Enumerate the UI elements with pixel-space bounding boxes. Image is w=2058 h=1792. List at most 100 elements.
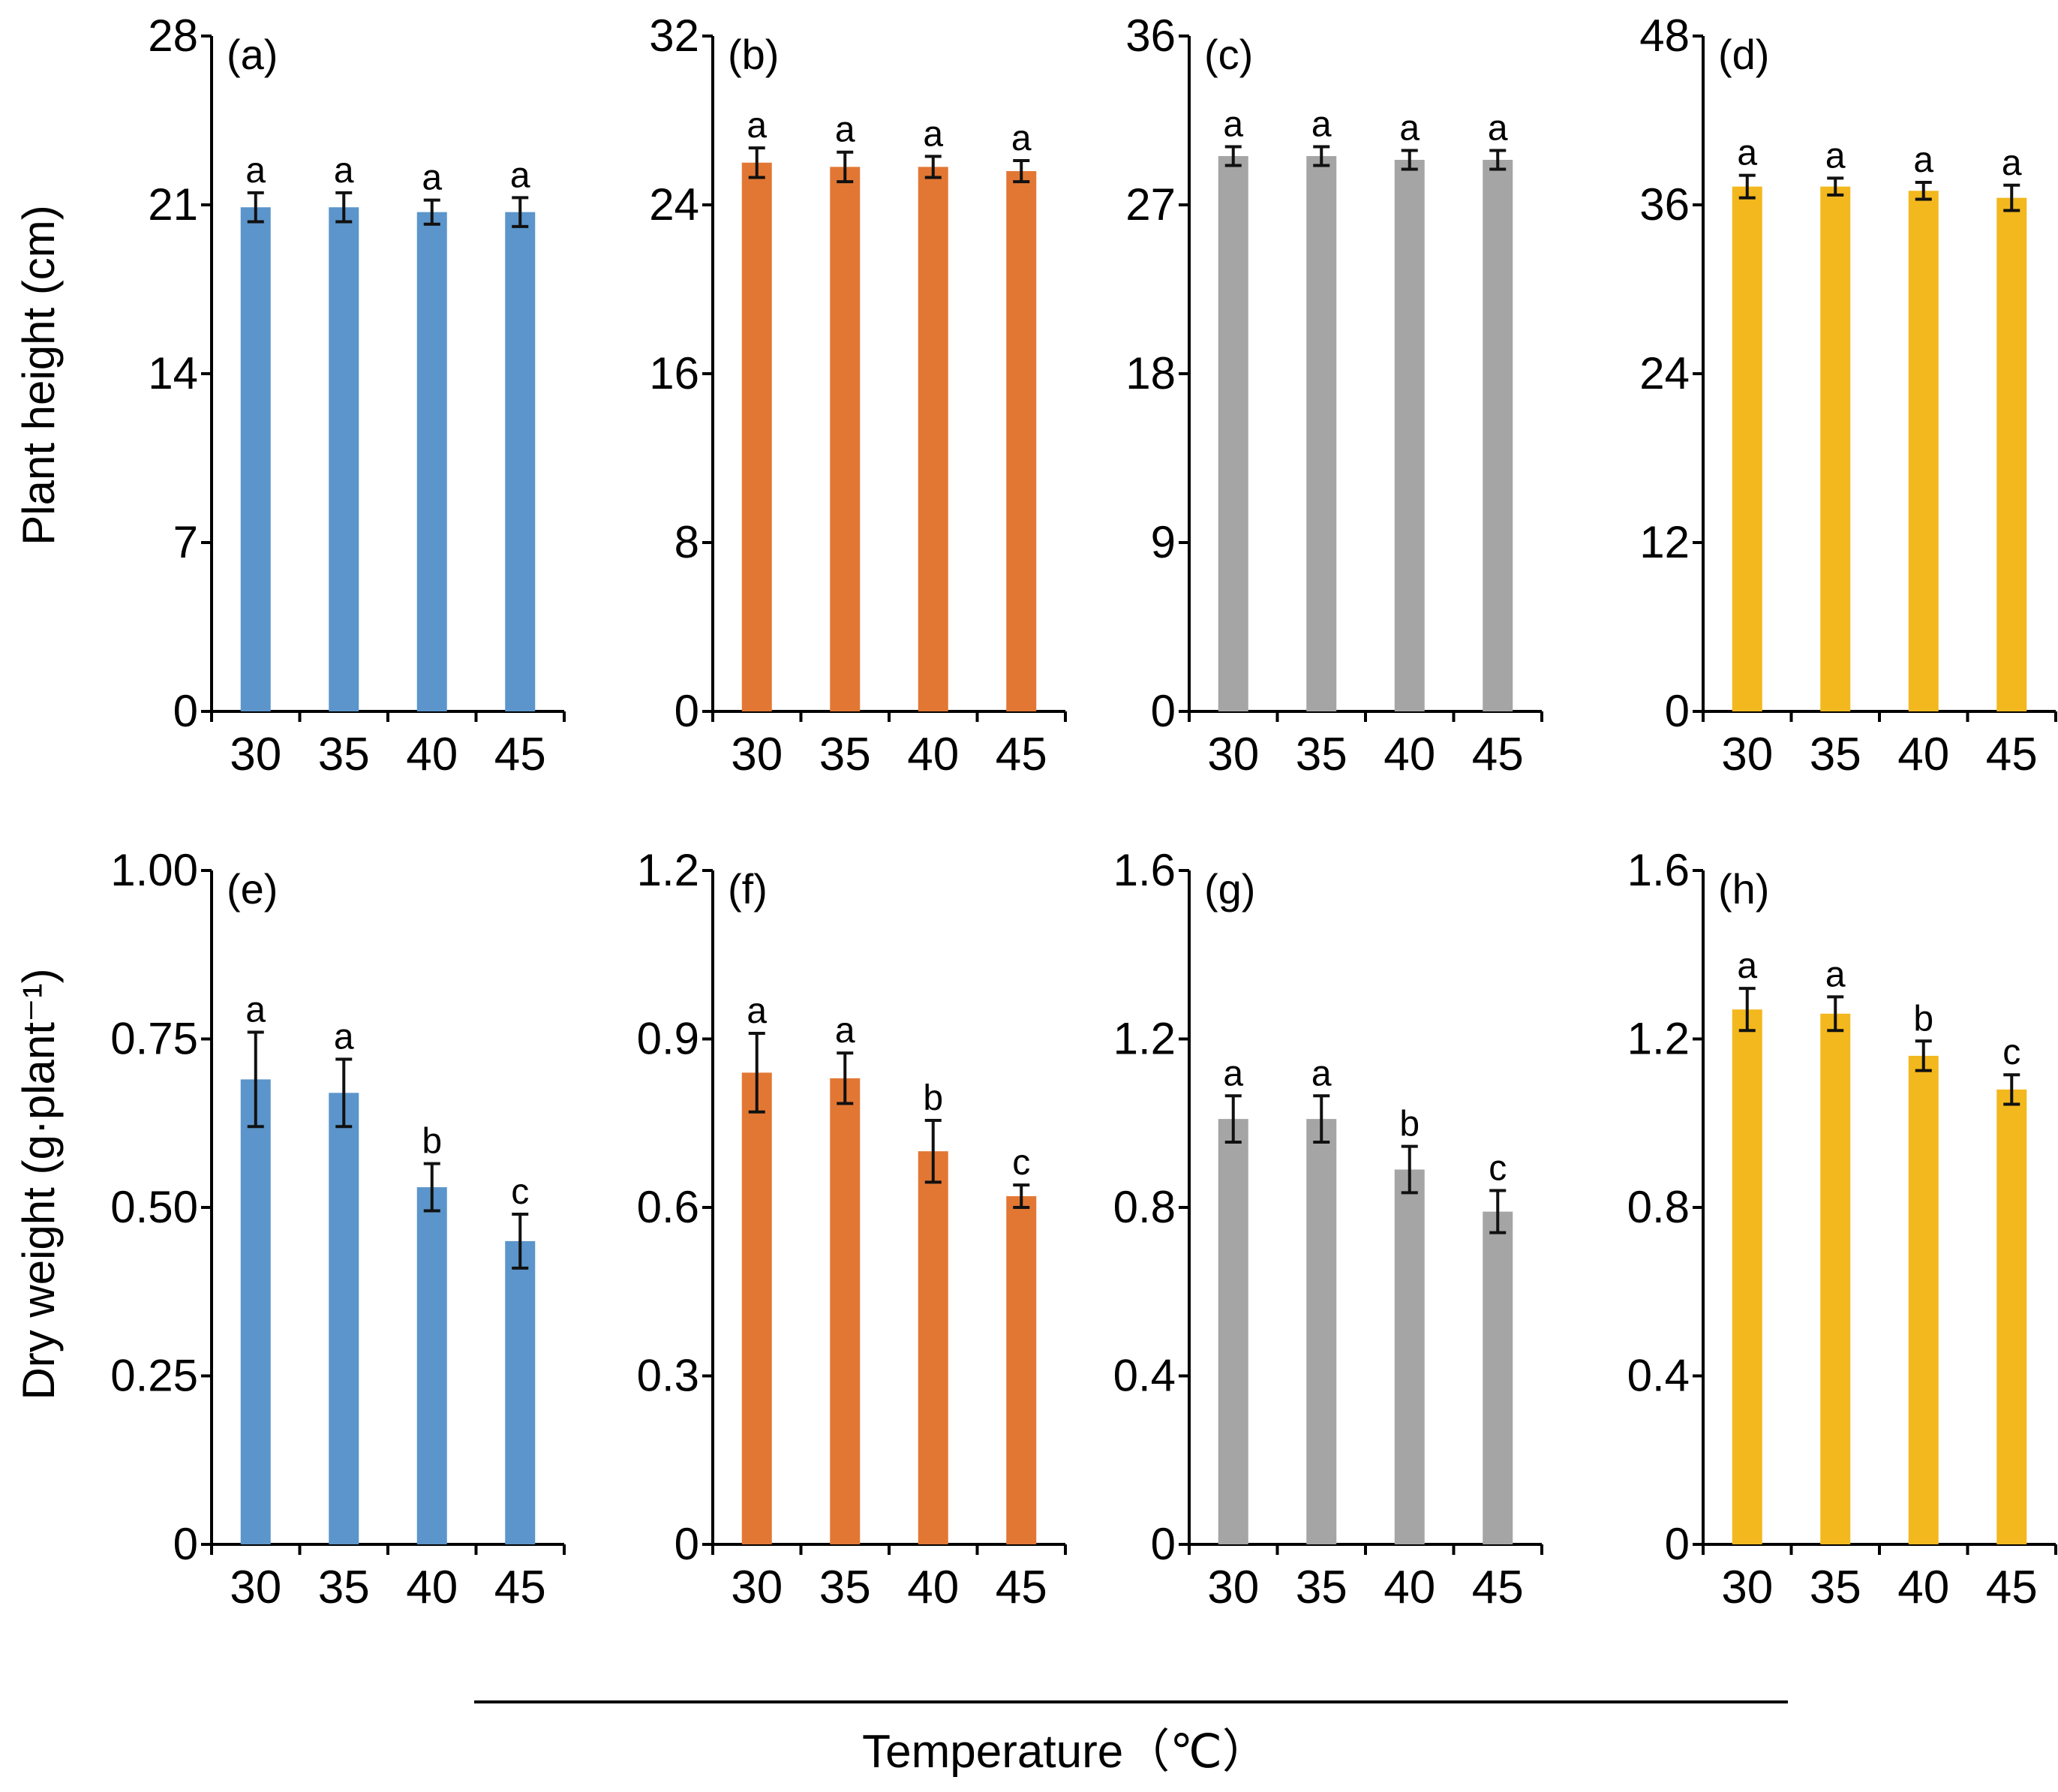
panel-d-significance-label: a	[1825, 136, 1846, 176]
panel-e-y-tick-label: 0	[173, 1519, 198, 1569]
panel-g-bar	[1306, 1119, 1337, 1544]
panel-d-bar	[1996, 197, 2027, 711]
panel-g-significance-label: b	[1399, 1105, 1420, 1144]
panel-e-x-tick-label: 45	[494, 1562, 546, 1613]
panel-c-significance-label: a	[1223, 105, 1243, 145]
panel-d-y-tick-label: 36	[1639, 179, 1690, 230]
panel-f-y-tick-label: 0.9	[637, 1014, 699, 1064]
panel-h-x-tick-label: 40	[1897, 1562, 1949, 1613]
panel-h: 0 0.4 0.8 1.2 1.6 30 35 40 45 a a b c (h)	[1627, 845, 2057, 1613]
panel-f-x-tick-label: 45	[996, 1562, 1047, 1613]
panel-g-bar	[1218, 1119, 1248, 1544]
panel-b-bar	[918, 167, 948, 711]
panel-h-y-tick-label: 0	[1665, 1519, 1690, 1569]
panel-d-x-tick-label: 45	[1986, 729, 2038, 780]
panel-a-x-tick-label: 45	[494, 729, 546, 780]
panel-c-x-tick-label: 45	[1472, 729, 1524, 780]
panel-c-y-tick-label: 18	[1125, 348, 1176, 398]
panel-h-bar	[1732, 1009, 1762, 1544]
panel-a-significance-label: a	[422, 158, 442, 198]
panel-a-y-tick-label: 28	[148, 11, 198, 61]
panel-a-bar	[329, 207, 359, 711]
panel-h-bar	[1820, 1013, 1851, 1544]
panel-b-significance-label: a	[747, 106, 767, 146]
panel-g-significance-label: a	[1223, 1054, 1243, 1093]
panel-c-bar	[1483, 160, 1513, 711]
panel-h-significance-label: a	[1825, 955, 1846, 994]
panel-d-significance-label: a	[2002, 143, 2022, 183]
panel-g-x-tick-label: 45	[1472, 1562, 1524, 1613]
panel-b-bar	[741, 162, 772, 711]
panel-e-significance-label: b	[422, 1122, 442, 1162]
panel-d-y-tick-label: 0	[1665, 686, 1690, 736]
panel-d-x-tick-label: 40	[1897, 729, 1949, 780]
panel-e-y-tick-label: 1.00	[110, 845, 198, 895]
panel-e: 0 0.25 0.50 0.75 1.00 30 35 40 45 a a b c (e)	[110, 845, 566, 1613]
panel-a-y-tick-label: 14	[148, 348, 198, 398]
panel-a: 0 7 14 21 28 30 35 40 45 a a a a (a)	[148, 11, 566, 780]
panel-d-bar	[1732, 186, 1762, 711]
panel-e-x-tick-label: 35	[318, 1562, 370, 1613]
panel-h-label: (h)	[1718, 865, 1769, 913]
panel-h-y-tick-label: 0.8	[1627, 1182, 1690, 1232]
panel-d-label: (d)	[1718, 31, 1769, 78]
panel-c-y-tick-label: 27	[1125, 179, 1176, 230]
panel-b-x-tick-label: 45	[996, 729, 1047, 780]
panel-e-bar	[329, 1093, 359, 1544]
panel-e-label: (e)	[227, 865, 278, 913]
panel-g-y-tick-label: 0.8	[1113, 1182, 1176, 1232]
panel-d-significance-label: a	[1913, 140, 1933, 180]
panel-h-significance-label: a	[1737, 946, 1757, 986]
panel-f-bar	[830, 1078, 861, 1544]
panel-f-x-tick-label: 35	[819, 1562, 871, 1613]
panel-d-y-tick-label: 12	[1639, 517, 1690, 567]
panel-c-x-tick-label: 30	[1207, 729, 1259, 780]
panel-a-x-tick-label: 35	[318, 729, 370, 780]
panel-a-bar	[240, 207, 271, 711]
panel-d-y-tick-label: 48	[1639, 11, 1690, 61]
panel-c-y-tick-label: 36	[1125, 11, 1176, 61]
panel-b-x-tick-label: 30	[731, 729, 783, 780]
panel-b: 0 8 16 24 32 30 35 40 45 a a a a (b)	[649, 11, 1067, 780]
panel-e-y-tick-label: 0.75	[110, 1014, 198, 1064]
panel-f-y-tick-label: 0.6	[637, 1182, 699, 1232]
panel-h-significance-label: b	[1913, 999, 1933, 1039]
panel-a-y-tick-label: 0	[173, 686, 198, 736]
panel-c-bar	[1218, 156, 1248, 711]
panel-g-significance-label: c	[1489, 1149, 1507, 1189]
panel-g-x-tick-label: 35	[1296, 1562, 1347, 1613]
panel-h-y-tick-label: 1.6	[1627, 845, 1690, 895]
panel-a-significance-label: a	[334, 151, 354, 191]
panel-b-bar	[1006, 171, 1037, 711]
panel-b-y-tick-label: 0	[674, 686, 699, 736]
panel-e-x-tick-label: 30	[230, 1562, 281, 1613]
panel-f-y-tick-label: 1.2	[637, 845, 699, 895]
panel-h-y-tick-label: 0.4	[1627, 1351, 1690, 1401]
panel-b-significance-label: a	[1011, 119, 1032, 158]
panel-f-significance-label: b	[923, 1078, 943, 1118]
panel-e-bar	[505, 1240, 536, 1544]
panel-f-bar	[1006, 1196, 1037, 1544]
panel-a-bar	[505, 212, 536, 712]
panel-f-significance-label: c	[1012, 1143, 1030, 1183]
panel-g: 0 0.4 0.8 1.2 1.6 30 35 40 45 a a b c (g)	[1113, 845, 1543, 1613]
panel-d-bar	[1908, 191, 1939, 711]
panel-g-y-tick-label: 1.2	[1113, 1014, 1176, 1064]
panel-b-y-tick-label: 32	[649, 11, 699, 61]
panel-f-x-tick-label: 30	[731, 1562, 783, 1613]
panel-h-x-tick-label: 35	[1810, 1562, 1861, 1613]
panel-a-significance-label: a	[245, 151, 266, 191]
panel-g-x-tick-label: 40	[1384, 1562, 1435, 1613]
panel-e-bar	[240, 1079, 271, 1544]
panel-a-y-tick-label: 7	[173, 517, 198, 567]
panel-e-y-tick-label: 0.50	[110, 1182, 198, 1232]
panel-d-x-tick-label: 35	[1810, 729, 1861, 780]
panel-b-significance-label: a	[835, 110, 855, 150]
panel-a-bar	[416, 212, 447, 712]
panel-a-label: (a)	[227, 31, 278, 78]
panel-e-y-tick-label: 0.25	[110, 1351, 198, 1401]
panel-g-label: (g)	[1204, 865, 1255, 913]
panel-c: 0 9 18 27 36 30 35 40 45 a a a a (c)	[1125, 11, 1543, 780]
panel-g-bar	[1394, 1169, 1425, 1544]
